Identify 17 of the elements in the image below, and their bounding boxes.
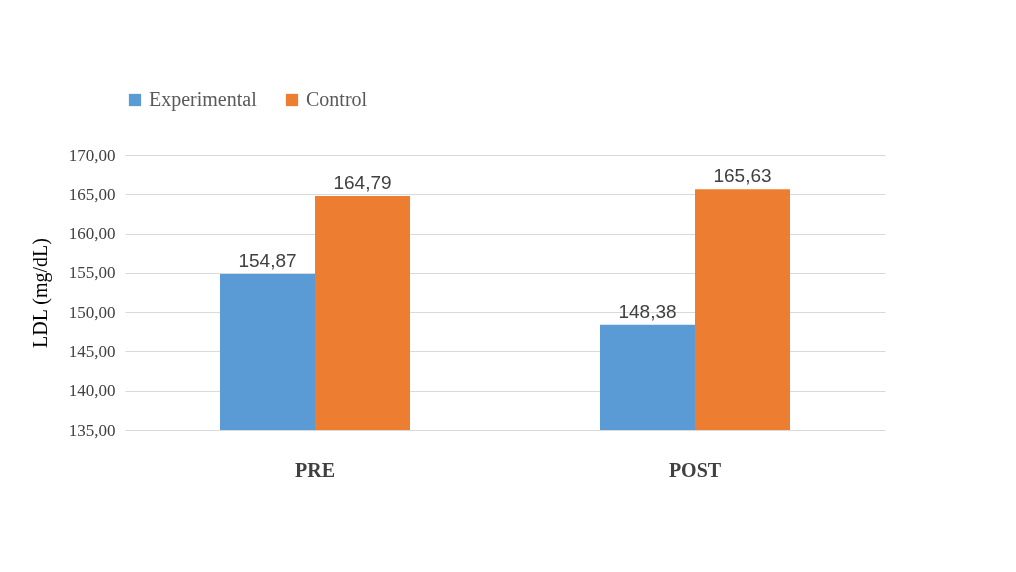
y-tick-label: 145,00 [68,341,116,361]
x-tick-label: POST [668,458,722,481]
x-tick-label: PRE [295,458,335,481]
legend-label: Experimental [149,88,258,111]
y-tick-label: 140,00 [68,381,116,401]
data-label: 148,38 [618,300,677,322]
data-label: 164,79 [333,171,392,193]
y-tick-label: 165,00 [68,184,116,204]
y-tick-label: 135,00 [68,420,116,440]
y-axis-title: LDL (mg/dL) [28,238,52,348]
y-tick-label: 160,00 [68,224,116,244]
y-tick-label: 155,00 [68,263,116,283]
data-label: 165,63 [713,165,772,187]
y-tick-label: 170,00 [68,145,116,165]
data-label: 154,87 [238,249,297,271]
legend-label: Control [306,88,368,110]
y-tick-label: 150,00 [68,302,116,322]
